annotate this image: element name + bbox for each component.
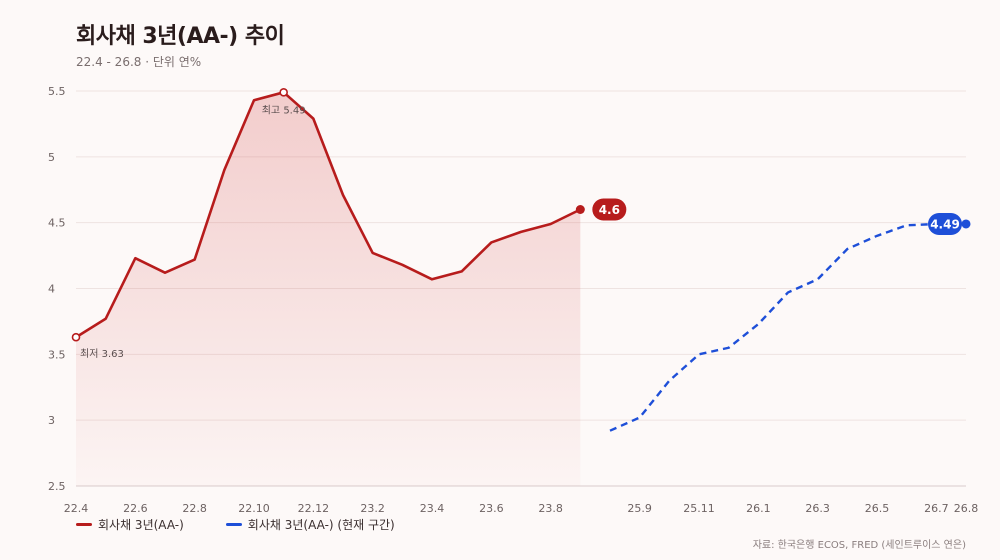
forecast-end-value-label: 4.49 <box>930 217 960 231</box>
y-tick-label: 2.5 <box>48 480 66 493</box>
y-tick-label: 5.5 <box>48 85 66 98</box>
legend-swatch-forecast <box>225 523 242 526</box>
data-source: 자료: 한국은행 ECOS, FRED (세인트루이스 연은) <box>752 540 966 551</box>
chart-legend: 회사채 3년(AA-) 회사채 3년(AA-) (현재 구간) <box>76 516 395 533</box>
actual-end-value-label: 4.6 <box>599 203 620 217</box>
x-tick-label: 22.6 <box>123 502 148 515</box>
x-tick-label: 26.8 <box>954 502 979 515</box>
chart-title: 회사채 3년(AA-) 추이 <box>76 24 285 49</box>
x-tick-label: 23.4 <box>420 502 445 515</box>
x-tick-label: 26.3 <box>805 502 830 515</box>
y-tick-label: 3.5 <box>48 348 66 361</box>
chart-subtitle: 22.4 - 26.8 · 단위 연% <box>76 55 202 69</box>
actual-area-fill <box>76 92 581 487</box>
min-annotation-label: 최저 3.63 <box>80 348 124 360</box>
legend-label-forecast: 회사채 3년(AA-) (현재 구간) <box>247 518 395 532</box>
actual-end-badge <box>592 198 627 221</box>
x-tick-label: 22.8 <box>182 502 207 515</box>
max-annotation-label: 최고 5.49 <box>262 104 306 116</box>
forecast-series-line <box>609 222 966 432</box>
x-tick-label: 22.12 <box>298 502 330 515</box>
actual-end-marker <box>575 205 585 214</box>
y-tick-label: 4.5 <box>48 217 66 230</box>
x-tick-label: 23.8 <box>538 502 563 515</box>
y-tick-label: 4 <box>48 283 55 296</box>
x-tick-label: 26.7 <box>924 502 949 515</box>
legend-item-forecast: 회사채 3년(AA-) (현재 구간) <box>225 516 395 533</box>
legend-item-actual: 회사채 3년(AA-) <box>76 516 184 533</box>
x-tick-label: 23.6 <box>479 502 504 515</box>
x-tick-label: 25.11 <box>683 502 715 515</box>
min-point-marker <box>71 332 81 342</box>
actual-series-line <box>75 91 581 339</box>
x-tick-label: 22.10 <box>238 502 270 515</box>
legend-swatch-actual <box>76 523 92 526</box>
x-tick-label: 22.4 <box>64 502 89 515</box>
max-point-marker <box>279 88 288 97</box>
legend-label-actual: 회사채 3년(AA-) <box>98 518 184 532</box>
x-tick-label: 26.5 <box>865 502 890 515</box>
y-tick-label: 5 <box>48 151 55 164</box>
x-tick-label: 25.9 <box>627 502 652 515</box>
forecast-end-badge <box>928 212 962 235</box>
x-tick-label: 23.2 <box>360 502 385 515</box>
y-tick-label: 3 <box>48 414 55 427</box>
x-tick-label: 26.1 <box>746 502 771 515</box>
forecast-end-marker <box>961 219 971 229</box>
